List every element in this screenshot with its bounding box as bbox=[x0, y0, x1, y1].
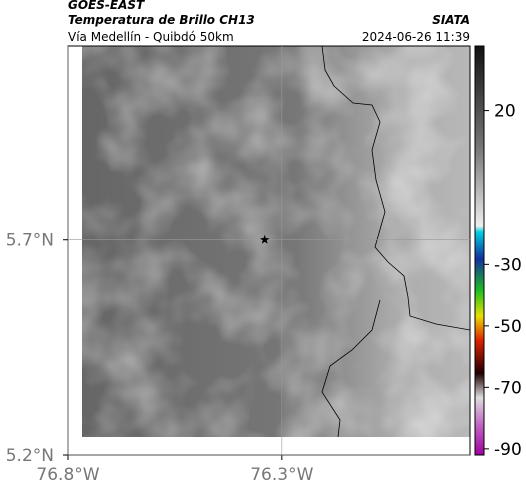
org: SIATA bbox=[432, 13, 470, 27]
colorbar-label: -70 bbox=[494, 378, 522, 398]
subtitle: Vía Medellín - Quibdó 50km bbox=[68, 30, 234, 44]
title: Temperatura de Brillo CH13 bbox=[68, 13, 255, 27]
satellite-image bbox=[82, 46, 470, 437]
colorbar-label: -50 bbox=[494, 317, 522, 337]
source: GOES-EAST bbox=[68, 0, 145, 12]
colorbar-label: -30 bbox=[494, 255, 522, 275]
colorbar-label: -90 bbox=[494, 440, 522, 460]
x-tick-label: 76.8°W bbox=[36, 465, 99, 485]
location-marker bbox=[260, 234, 270, 244]
x-tick-label: 76.3°W bbox=[250, 465, 313, 485]
colorbar bbox=[474, 45, 485, 456]
colorbar-label: 20 bbox=[494, 102, 516, 122]
y-tick-label: 5.2°N bbox=[6, 446, 54, 466]
y-tick-label: 5.7°N bbox=[6, 231, 54, 251]
datetime: 2024-06-26 11:39 bbox=[362, 30, 470, 44]
